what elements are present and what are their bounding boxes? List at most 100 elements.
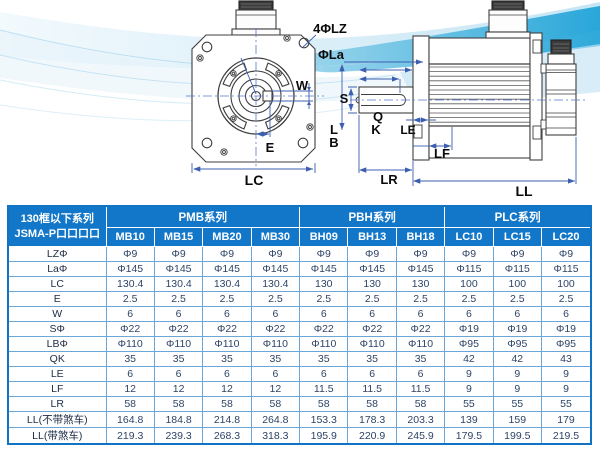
row-label: E: [9, 291, 107, 307]
spec-cell: 245.9: [395, 427, 446, 443]
spec-cell: Φ95: [541, 336, 590, 352]
spec-cell: 219.5: [541, 427, 590, 443]
spec-cell: Φ22: [153, 321, 204, 337]
dimension-lines: [191, 34, 577, 186]
spec-cell: 199.5: [492, 427, 543, 443]
spec-cell: 12: [202, 381, 252, 397]
spec-cell: Φ9: [250, 246, 301, 262]
spec-cell: 58: [250, 396, 301, 412]
spec-cell: 35: [395, 351, 446, 367]
spec-cell: 318.3: [250, 427, 301, 443]
spec-cell: 55: [541, 396, 590, 412]
spec-cell: 130.4: [105, 276, 155, 292]
spec-cell: Φ110: [395, 336, 446, 352]
spec-cell: Φ22: [250, 321, 301, 337]
spec-cell: Φ145: [153, 261, 204, 277]
spec-cell: Φ115: [541, 261, 590, 277]
dim-label-q: Q: [373, 109, 383, 124]
spec-cell: 130.4: [153, 276, 204, 292]
spec-cell: Φ9: [347, 246, 397, 262]
spec-cell: 6: [541, 306, 590, 322]
spec-cell: Φ110: [250, 336, 301, 352]
table-row: LBΦ Φ110 Φ110 Φ110 Φ110 Φ110 Φ110 Φ110 Φ95 Φ95 Φ95: [9, 336, 590, 352]
row-label: LZΦ: [9, 246, 107, 262]
spec-cell: 55: [444, 396, 494, 412]
spec-cell: 6: [202, 366, 252, 382]
row-label: W: [9, 306, 107, 322]
dim-label-la: ΦLa: [318, 47, 345, 62]
spec-cell: 58: [395, 396, 446, 412]
spec-cell: Φ110: [153, 336, 204, 352]
row-label: LL(不带煞车): [9, 411, 107, 428]
spec-cell: Φ9: [395, 246, 446, 262]
spec-cell: Φ110: [299, 336, 349, 352]
spec-cell: Φ145: [347, 261, 397, 277]
spec-cell: Φ115: [492, 261, 543, 277]
spec-cell: Φ9: [202, 246, 252, 262]
spec-cell: 58: [202, 396, 252, 412]
corner-title-line1: 130框以下系列: [20, 213, 94, 226]
row-label: LF: [9, 381, 107, 397]
corner-title: 130框以下系列 JSMA-P口口口口: [9, 207, 107, 247]
spec-cell: Φ22: [105, 321, 155, 337]
spec-cell: Φ9: [541, 246, 590, 262]
spec-cell: 6: [395, 366, 446, 382]
spec-cell: 2.5: [250, 291, 301, 307]
spec-cell: 58: [299, 396, 349, 412]
spec-cell: 6: [153, 366, 204, 382]
model-header: LC10: [444, 227, 494, 247]
spec-cell: 42: [444, 351, 494, 367]
spec-cell: 2.5: [395, 291, 446, 307]
spec-cell: 9: [492, 366, 543, 382]
spec-table-wrapper: 130框以下系列 JSMA-P口口口口 PMB系列 PBH系列 PLC系列 MB10…: [7, 205, 592, 445]
spec-cell: 130: [347, 276, 397, 292]
spec-cell: Φ95: [444, 336, 494, 352]
spec-cell: 42: [492, 351, 543, 367]
row-label: LBΦ: [9, 336, 107, 352]
spec-table: 130框以下系列 JSMA-P口口口口 PMB系列 PBH系列 PLC系列 MB10…: [9, 207, 590, 443]
corner-title-line2: JSMA-P口口口口: [14, 227, 101, 240]
spec-cell: 100: [444, 276, 494, 292]
spec-cell: 6: [444, 306, 494, 322]
table-row: LE 6 6 6 6 6 6 6 9 9 9: [9, 366, 590, 382]
spec-cell: 203.3: [395, 411, 446, 428]
dim-label-k: K: [371, 122, 381, 137]
spec-cell: Φ9: [299, 246, 349, 262]
dim-label-s: S: [340, 91, 349, 106]
spec-cell: 2.5: [541, 291, 590, 307]
spec-cell: 178.3: [347, 411, 397, 428]
spec-cell: 130: [395, 276, 446, 292]
spec-cell: 184.8: [153, 411, 204, 428]
spec-cell: 100: [541, 276, 590, 292]
spec-cell: Φ95: [492, 336, 543, 352]
spec-cell: 9: [492, 381, 543, 397]
spec-cell: 219.3: [105, 427, 155, 443]
model-header-row: MB10 MB15 MB20 MB30 BH09 BH13 BH18 LC10 LC15 LC20: [9, 227, 590, 247]
side-view: [355, 0, 577, 161]
spec-cell: 100: [492, 276, 543, 292]
spec-cell: 55: [492, 396, 543, 412]
spec-cell: 12: [250, 381, 301, 397]
table-row: LC 130.4 130.4 130.4 130.4 130 130 130 100 100 100: [9, 276, 590, 292]
spec-cell: 11.5: [299, 381, 349, 397]
spec-cell: Φ145: [202, 261, 252, 277]
dimension-labels: 4ΦLZ ΦLa W S Q K LE L B E LC LF LR LL: [245, 21, 533, 199]
spec-cell: 35: [153, 351, 204, 367]
spec-cell: 195.9: [299, 427, 349, 443]
spec-cell: 35: [105, 351, 155, 367]
dim-label-le: LE: [400, 123, 415, 137]
spec-cell: Φ110: [202, 336, 252, 352]
spec-cell: 9: [444, 366, 494, 382]
row-label: LL(带煞车): [9, 427, 107, 443]
table-row: LaΦ Φ145 Φ145 Φ145 Φ145 Φ145 Φ145 Φ145 Φ115 Φ115 Φ…: [9, 261, 590, 277]
spec-cell: 164.8: [105, 411, 155, 428]
table-row: LF 12 12 12 12 11.5 11.5 11.5 9 9 9: [9, 381, 590, 397]
spec-cell: 58: [105, 396, 155, 412]
spec-cell: 35: [250, 351, 301, 367]
table-row: LR 58 58 58 58 58 58 58 55 55 55: [9, 396, 590, 412]
spec-cell: Φ22: [202, 321, 252, 337]
spec-cell: Φ9: [492, 246, 543, 262]
spec-cell: 2.5: [202, 291, 252, 307]
spec-cell: 9: [541, 381, 590, 397]
